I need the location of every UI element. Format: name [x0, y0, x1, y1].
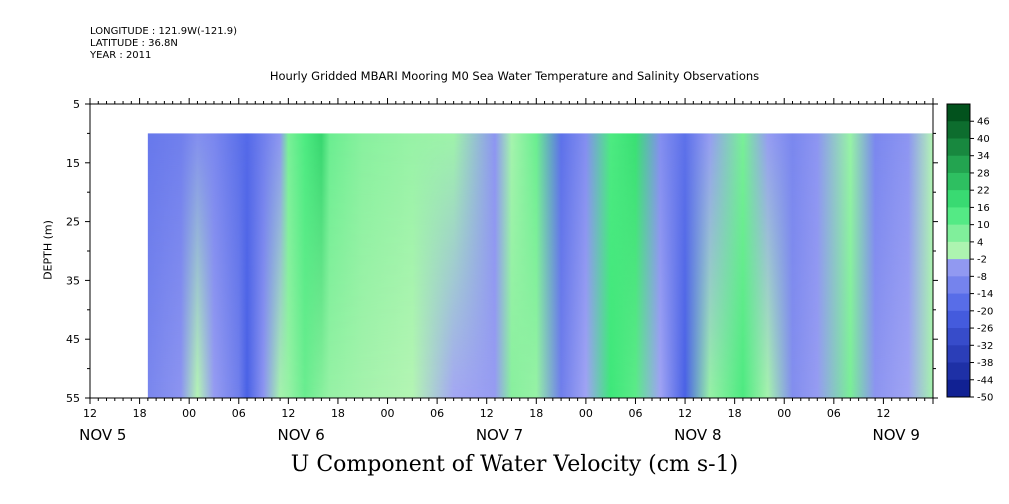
colorbar-label: 46	[977, 117, 990, 128]
colorbar-swatch	[947, 104, 970, 122]
x-tick-label: 00	[381, 407, 395, 420]
colorbar-swatch	[947, 224, 970, 243]
x-tick-label: 18	[331, 407, 345, 420]
x-tick-label: 00	[777, 407, 791, 420]
colorbar-label: -8	[977, 272, 987, 283]
y-tick-label: 45	[66, 333, 80, 346]
colorbar-label: 10	[977, 220, 990, 231]
colorbar-swatch	[947, 345, 970, 364]
x-tick-label: 00	[579, 407, 593, 420]
colorbar-swatch	[947, 121, 970, 139]
colorbar-label: -44	[977, 375, 993, 386]
x-tick-label: 12	[281, 407, 295, 420]
x-tick-label: 00	[182, 407, 196, 420]
longitude-label: LONGITUDE : 121.9W(-121.9)	[90, 26, 237, 37]
colorbar-swatch	[947, 328, 970, 346]
colorbar-label: -50	[977, 393, 993, 404]
x-tick-label: 06	[628, 407, 642, 420]
x-tick-label: 18	[728, 407, 742, 420]
colorbar-label: 34	[977, 151, 990, 162]
y-tick-label: 55	[66, 392, 80, 405]
colorbar-swatch	[947, 276, 970, 295]
colorbar-label: -2	[977, 255, 987, 266]
colorbar-label: 40	[977, 134, 990, 145]
x-date-label: NOV 8	[674, 426, 721, 444]
x-tick-label: 06	[827, 407, 841, 420]
x-date-label: NOV 5	[79, 426, 126, 444]
colorbar-label: -20	[977, 306, 993, 317]
x-axis-label: U Component of Water Velocity (cm s-1)	[290, 452, 739, 477]
colorbar-frame	[946, 103, 971, 398]
x-tick-label: 18	[133, 407, 147, 420]
colorbar-swatch	[947, 293, 970, 312]
colorbar-swatch	[947, 155, 970, 174]
colorbar-swatch	[947, 138, 970, 157]
colorbar-label: -14	[977, 289, 993, 300]
colorbar-label: 16	[977, 203, 990, 214]
y-tick-label: 35	[66, 274, 80, 287]
y-tick-label: 25	[66, 216, 80, 229]
y-tick-label: 15	[66, 157, 80, 170]
colorbar-label: 28	[977, 168, 990, 179]
colorbar-label: 22	[977, 186, 990, 197]
field-top-layer	[147, 133, 934, 398]
x-date-label: NOV 9	[873, 426, 920, 444]
colorbar-swatch	[947, 190, 970, 208]
x-tick-label: 06	[232, 407, 246, 420]
x-tick-label: 12	[876, 407, 890, 420]
colorbar-swatch	[947, 241, 970, 260]
plot-area	[147, 133, 934, 398]
y-tick-label: 5	[73, 98, 80, 111]
latitude-label: LATITUDE : 36.8N	[90, 38, 178, 49]
colorbar-swatch	[947, 172, 970, 191]
x-tick-label: 12	[83, 407, 97, 420]
colorbar-label: 4	[977, 237, 983, 248]
x-tick-label: 18	[529, 407, 543, 420]
year-label: YEAR : 2011	[90, 50, 152, 61]
colorbar-swatch	[947, 310, 970, 329]
colorbar-label: -38	[977, 358, 993, 369]
x-tick-label: 12	[480, 407, 494, 420]
x-tick-label: 06	[430, 407, 444, 420]
x-date-label: NOV 6	[277, 426, 324, 444]
x-date-label: NOV 7	[476, 426, 523, 444]
colorbar: 46 40 34 28 22 16 10 4 -2 -8 -14 -20 -26 -32 -38 -44 -50	[946, 103, 993, 404]
colorbar-label: -32	[977, 341, 993, 352]
x-tick-label: 12	[678, 407, 692, 420]
colorbar-swatch	[947, 362, 970, 381]
colorbar-label: -26	[977, 324, 993, 335]
colorbar-swatch	[947, 259, 970, 277]
colorbar-swatch	[947, 379, 970, 398]
chart-title: Hourly Gridded MBARI Mooring M0 Sea Wate…	[269, 69, 760, 83]
colorbar-swatch	[947, 207, 970, 226]
